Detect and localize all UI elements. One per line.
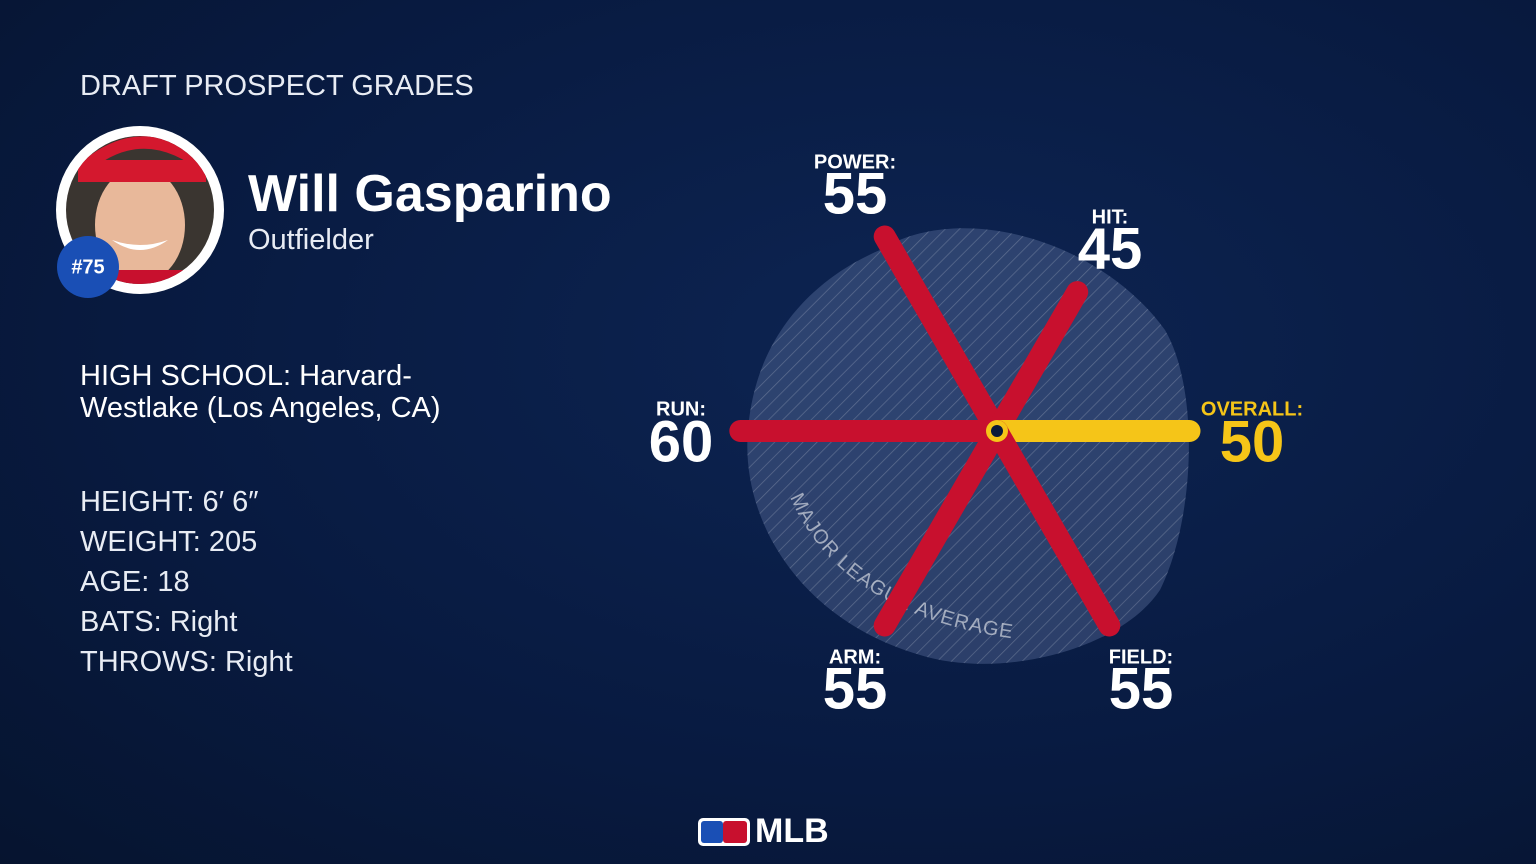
grade-category: RUN: bbox=[656, 398, 706, 420]
average-label: MAJOR LEAGUE AVERAGE bbox=[785, 490, 1015, 644]
center-dot-inner bbox=[991, 425, 1003, 437]
logo-text: MLB bbox=[755, 812, 829, 850]
grade-category: OVERALL: bbox=[1201, 398, 1303, 420]
grade-value: 55 bbox=[823, 656, 888, 721]
grade-spoke bbox=[986, 420, 1121, 637]
player-name: Will Gasparino bbox=[248, 165, 612, 223]
grade-value: 60 bbox=[649, 409, 714, 474]
player-number: #75 bbox=[71, 256, 104, 278]
grade-value: 55 bbox=[823, 161, 888, 226]
detail-line: THROWS: Right bbox=[80, 646, 293, 678]
grade-category: POWER: bbox=[814, 151, 896, 173]
average-label-path: MAJOR LEAGUE AVERAGE bbox=[785, 490, 1014, 644]
page-title: DRAFT PROSPECT GRADES bbox=[80, 70, 474, 102]
grade-category: FIELD: bbox=[1109, 646, 1173, 668]
detail-line: AGE: 18 bbox=[80, 566, 190, 598]
player-photo: #75 bbox=[56, 126, 224, 298]
player-school: HIGH SCHOOL: Harvard-Westlake (Los Angel… bbox=[80, 360, 441, 424]
average-zone: MAJOR LEAGUE AVERAGE bbox=[747, 228, 1189, 664]
grade-category: ARM: bbox=[829, 646, 881, 668]
mlb-logo: MLB bbox=[698, 812, 829, 850]
player-position: Outfielder bbox=[248, 224, 374, 256]
center-dot bbox=[986, 420, 1008, 442]
spokes: POWER:55 HIT:45OVERALL:50FIELD:55ARM:55RU… bbox=[649, 151, 1303, 721]
grade-category: HIT: bbox=[1092, 206, 1129, 228]
grade-spoke bbox=[986, 281, 1089, 442]
detail-line: BATS: Right bbox=[80, 606, 238, 638]
grade-value: 55 bbox=[1109, 656, 1174, 721]
detail-line: WEIGHT: 205 bbox=[80, 526, 258, 558]
grade-spoke bbox=[873, 420, 1008, 637]
grade-spoke bbox=[873, 225, 1008, 442]
detail-line: HEIGHT: 6′ 6″ bbox=[80, 486, 259, 518]
grade-value: 50 bbox=[1220, 409, 1285, 474]
grade-value: 45 bbox=[1078, 216, 1143, 281]
player-details: HEIGHT: 6′ 6″ WEIGHT: 205 AGE: 18 BATS: Rig… bbox=[80, 482, 293, 682]
